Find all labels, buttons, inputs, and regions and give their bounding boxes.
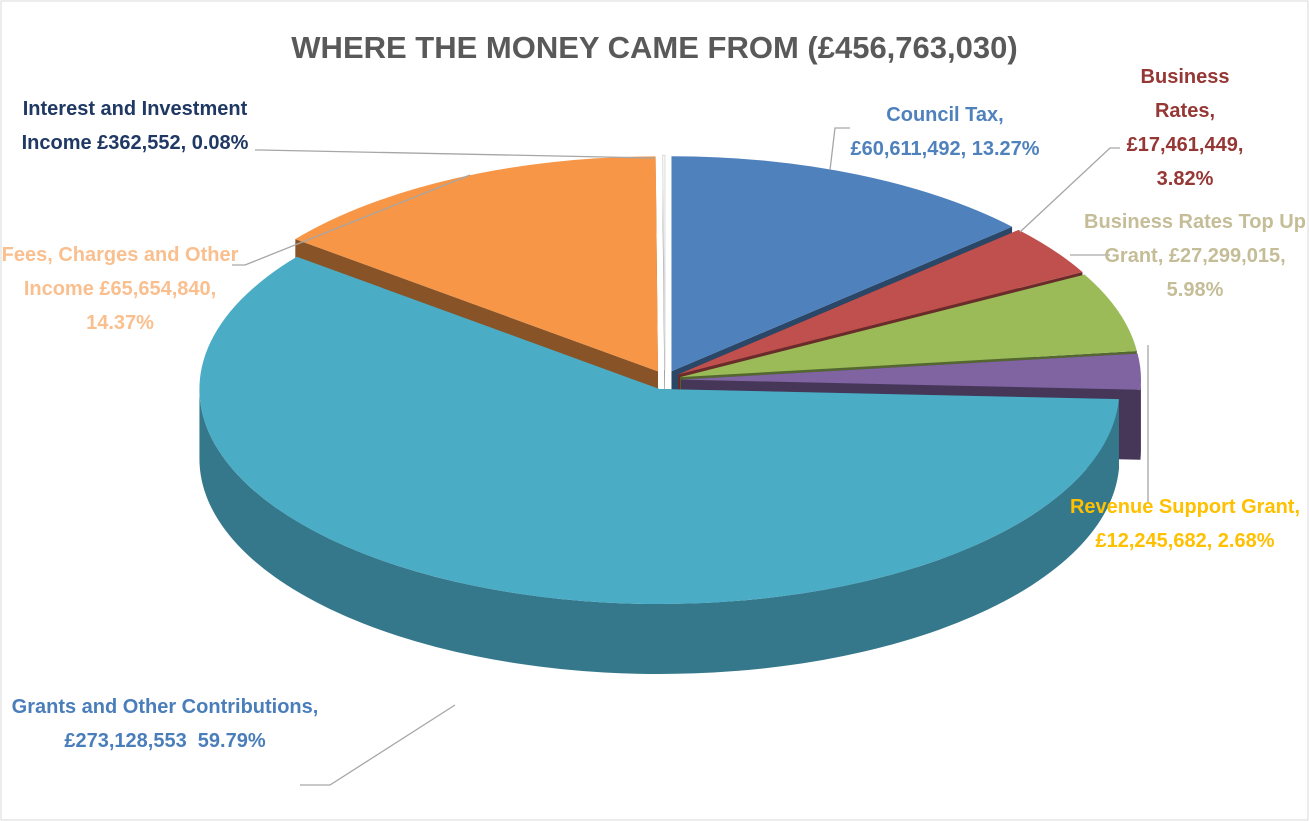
- data-label: Business Rates, £17,461,449, 3.82%: [1115, 60, 1255, 196]
- pie-slice: [295, 156, 658, 372]
- data-label: Council Tax, £60,611,492, 13.27%: [830, 98, 1060, 166]
- category-label: Fees, Charges and Other Income: [1, 244, 239, 300]
- leader-line: [300, 704, 456, 786]
- value-label: £17,461,449, 3.82%: [1126, 134, 1249, 190]
- category-label: Revenue Support Grant,: [1069, 496, 1301, 518]
- slice-wall: [199, 389, 1119, 675]
- category-label: Grants and Other Contributions,: [11, 696, 319, 718]
- slice-wall: [1140, 379, 1141, 460]
- pie-slice: [671, 156, 1013, 372]
- value-label: £12,245,682, 2.68%: [1095, 530, 1275, 552]
- leader-line: [255, 149, 656, 159]
- pie-slice: [199, 256, 1119, 605]
- value-label: £273,128,553 59.79%: [64, 730, 266, 752]
- value-label: £362,552, 0.08%: [97, 132, 249, 154]
- value-label: £65,654,840, 14.37%: [86, 278, 222, 334]
- category-label: Council Tax,: [886, 104, 1004, 126]
- chart-title: WHERE THE MONEY CAME FROM (£456,763,030): [291, 30, 1018, 65]
- leader-line: [1019, 147, 1120, 233]
- value-label: £27,299,015, 5.98%: [1166, 245, 1292, 301]
- leader-line: [232, 174, 471, 266]
- pie-slice: [680, 274, 1137, 378]
- data-label: Fees, Charges and Other Income £65,654,8…: [0, 238, 250, 340]
- pie-slice: [662, 154, 666, 371]
- data-label: Revenue Support Grant, £12,245,682, 2.68…: [1065, 490, 1305, 558]
- category-label: Business Rates,: [1140, 66, 1230, 122]
- data-label: Business Rates Top Up Grant, £27,299,015…: [1075, 205, 1309, 307]
- category-label: Business Rates Top Up Grant,: [1084, 211, 1306, 267]
- pie-slice: [680, 353, 1141, 390]
- value-label: £60,611,492, 13.27%: [850, 138, 1040, 160]
- category-label: Interest and Investment Income: [21, 98, 248, 154]
- data-label: Interest and Investment Income £362,552,…: [5, 92, 265, 160]
- pie-slice: [678, 229, 1083, 375]
- slice-tops: [199, 154, 1141, 605]
- data-label: Grants and Other Contributions, £273,128…: [10, 690, 320, 758]
- leader-line: [829, 127, 850, 171]
